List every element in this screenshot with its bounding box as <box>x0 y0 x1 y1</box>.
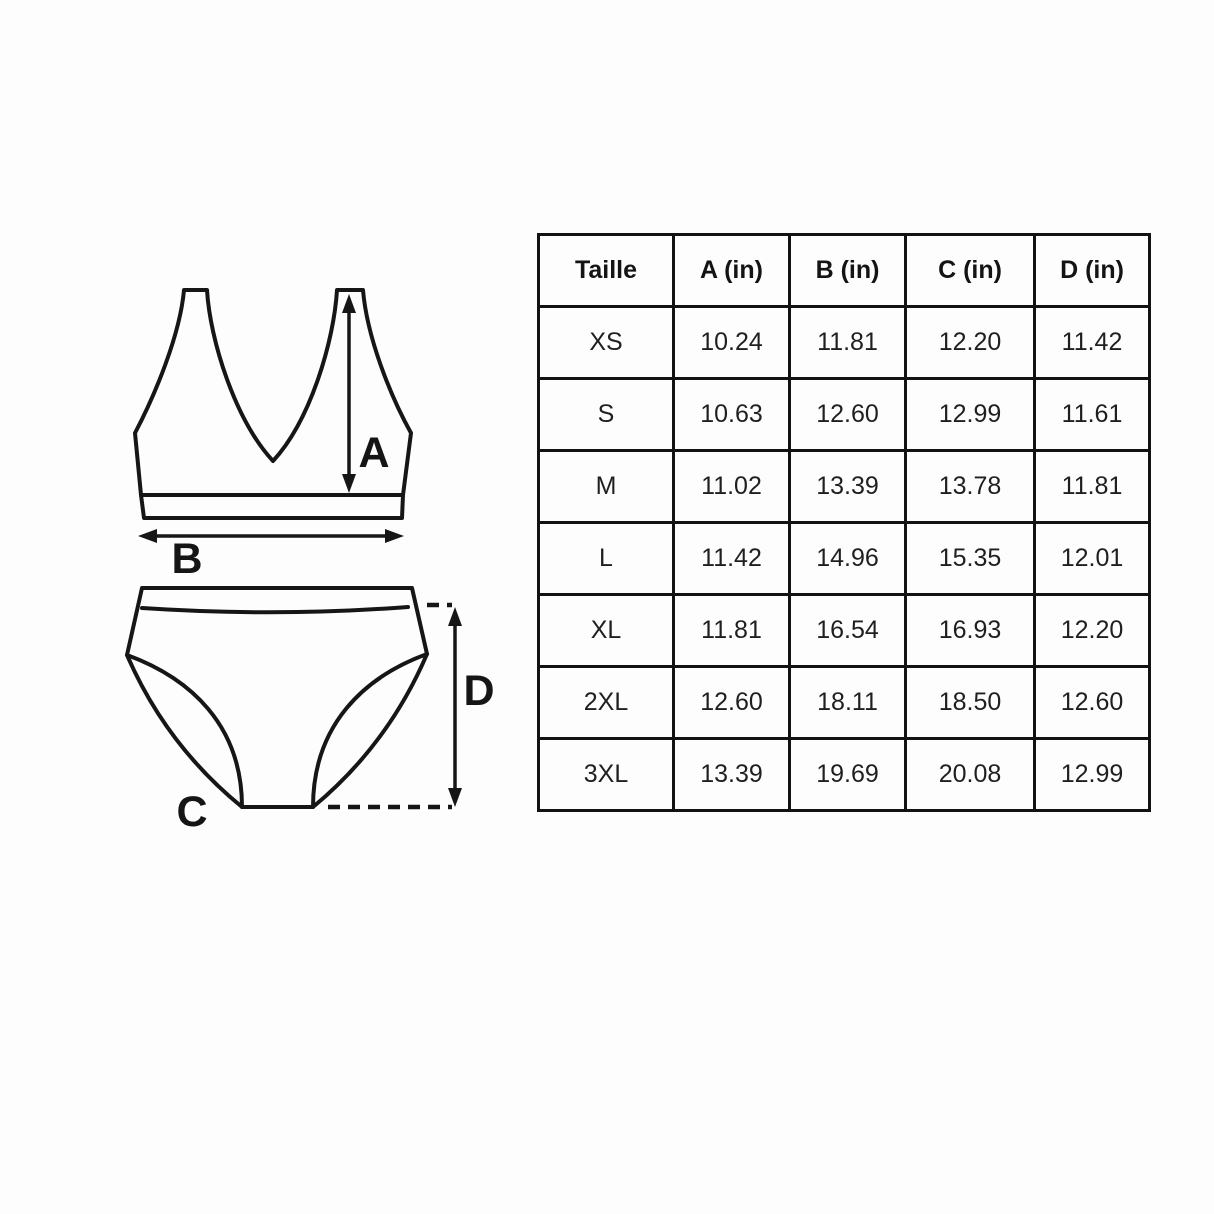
size-table: Taille A (in) B (in) C (in) D (in) XS 10… <box>537 233 1151 812</box>
measurement-cell: 14.96 <box>788 521 907 596</box>
measurement-cell: 11.81 <box>672 593 791 668</box>
measurement-cell: 11.61 <box>1033 377 1151 452</box>
measure-label-c: C <box>176 788 207 836</box>
measurement-cell: 16.54 <box>788 593 907 668</box>
measurement-cell: 16.93 <box>904 593 1036 668</box>
arrowhead-a-bottom <box>342 474 356 493</box>
table-row: XL 11.81 16.54 16.93 12.20 <box>537 593 1151 668</box>
measurement-cell: 19.69 <box>788 737 907 812</box>
measurement-cell: 11.42 <box>672 521 791 596</box>
measurement-cell: 12.20 <box>904 305 1036 380</box>
size-cell: XL <box>537 593 675 668</box>
size-cell: 3XL <box>537 737 675 812</box>
bikini-top-band <box>139 493 405 520</box>
col-header-c: C (in) <box>904 233 1036 308</box>
bikini-top-outline <box>133 288 413 497</box>
measurement-cell: 12.60 <box>788 377 907 452</box>
table-row: S 10.63 12.60 12.99 11.61 <box>537 377 1151 452</box>
measurement-cell: 18.50 <box>904 665 1036 740</box>
measurement-cell: 12.99 <box>904 377 1036 452</box>
measurement-cell: 12.20 <box>1033 593 1151 668</box>
size-cell: 2XL <box>537 665 675 740</box>
col-header-d: D (in) <box>1033 233 1151 308</box>
measurement-cell: 18.11 <box>788 665 907 740</box>
size-cell: L <box>537 521 675 596</box>
col-header-b: B (in) <box>788 233 907 308</box>
table-row: L 11.42 14.96 15.35 12.01 <box>537 521 1151 596</box>
measure-label-d: D <box>463 667 494 715</box>
measurement-cell: 11.02 <box>672 449 791 524</box>
garment-measurement-diagram: A B D C <box>125 288 495 836</box>
table-row: 2XL 12.60 18.11 18.50 12.60 <box>537 665 1151 740</box>
measurement-cell: 11.81 <box>788 305 907 380</box>
table-header-row: Taille A (in) B (in) C (in) D (in) <box>537 233 1151 308</box>
bikini-bottom-outline <box>125 586 429 809</box>
col-header-a: A (in) <box>672 233 791 308</box>
measurement-cell: 12.99 <box>1033 737 1151 812</box>
arrowhead-a-top <box>342 294 356 313</box>
arrowhead-b-right <box>385 529 404 543</box>
measurement-cell: 12.60 <box>672 665 791 740</box>
table-row: XS 10.24 11.81 12.20 11.42 <box>537 305 1151 380</box>
table-row: 3XL 13.39 19.69 20.08 12.99 <box>537 737 1151 812</box>
arrowhead-d-top <box>448 607 462 626</box>
measurement-cell: 11.42 <box>1033 305 1151 380</box>
size-cell: S <box>537 377 675 452</box>
measurement-cell: 11.81 <box>1033 449 1151 524</box>
table-row: M 11.02 13.39 13.78 11.81 <box>537 449 1151 524</box>
col-header-taille: Taille <box>537 233 675 308</box>
bikini-bottom-waistband-seam <box>140 605 410 615</box>
size-cell: M <box>537 449 675 524</box>
bikini-bottom-leg-seam-left <box>125 653 244 809</box>
measurement-cell: 13.39 <box>672 737 791 812</box>
measurement-cell: 15.35 <box>904 521 1036 596</box>
measure-label-a: A <box>358 429 389 477</box>
bikini-bottom-leg-seam-right <box>311 652 429 809</box>
measurement-cell: 13.78 <box>904 449 1036 524</box>
measurement-cell: 13.39 <box>788 449 907 524</box>
measurement-cell: 20.08 <box>904 737 1036 812</box>
arrowhead-b-left <box>138 529 157 543</box>
measurement-cell: 12.60 <box>1033 665 1151 740</box>
measurement-cell: 10.24 <box>672 305 791 380</box>
measurement-cell: 12.01 <box>1033 521 1151 596</box>
arrowhead-d-bottom <box>448 788 462 807</box>
measure-label-b: B <box>171 535 202 583</box>
measurement-cell: 10.63 <box>672 377 791 452</box>
size-cell: XS <box>537 305 675 380</box>
